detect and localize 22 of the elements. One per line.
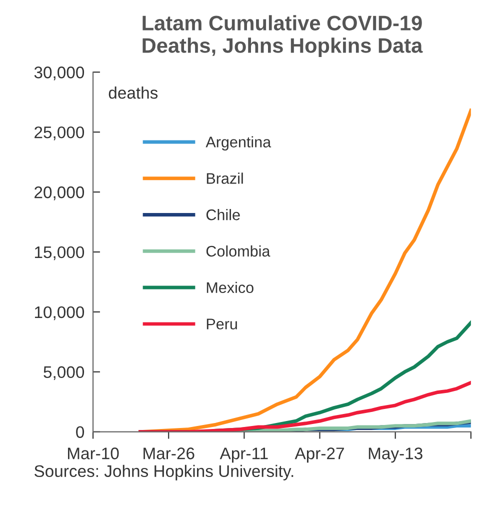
y-tick-label: 5,000: [44, 366, 84, 380]
legend-label: Brazil: [206, 172, 243, 184]
x-tick-label: Apr-27: [294, 448, 344, 463]
y-tick-label: 10,000: [34, 306, 84, 320]
y-tick-label: 30,000: [34, 66, 84, 80]
legend-label: Chile: [206, 209, 240, 220]
legend-label: Mexico: [206, 282, 254, 294]
x-tick-label: Mar-10: [68, 448, 119, 460]
y-tick-label: 0: [76, 426, 84, 438]
y-axis-title: deaths: [108, 86, 158, 99]
y-tick-label: 20,000: [34, 186, 84, 200]
x-tick-label: Mar-26: [144, 448, 194, 460]
legend-label: Argentina: [206, 136, 272, 150]
legend-label: Colombia: [206, 245, 270, 257]
y-tick-label: 15,000: [34, 246, 84, 260]
x-tick-label: May-13: [368, 448, 422, 463]
legend-label: Peru: [206, 318, 237, 330]
chart-title: Latam Cumulative COVID-19 Deaths, Johns Hopkins Data: [142, 15, 423, 58]
x-tick-label: Apr-11: [220, 448, 268, 463]
y-tick-label: 25,000: [34, 126, 84, 140]
source-note: Sources: Johns Hopkins University.: [34, 464, 294, 480]
line-series: [138, 380, 471, 432]
